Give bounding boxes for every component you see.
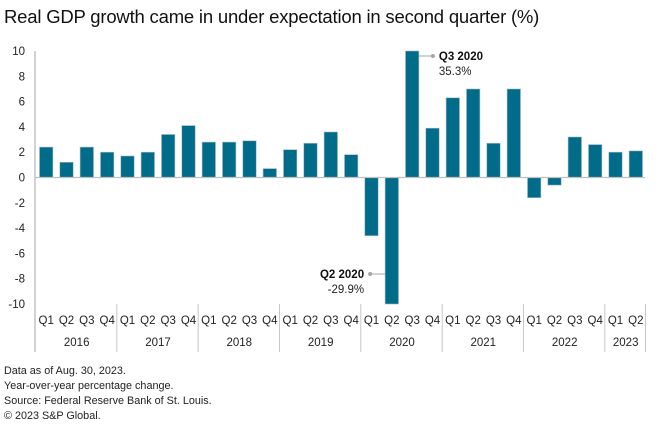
- x-tick-quarter-label: Q4: [506, 315, 522, 327]
- bar-q1: [39, 146, 54, 178]
- x-tick-year-label: 2022: [552, 337, 578, 349]
- bar-q8: [181, 125, 196, 178]
- axes: [34, 51, 645, 352]
- footer-method-note: Year-over-year percentage change.: [4, 380, 174, 392]
- x-tick-quarter-label: Q3: [405, 315, 420, 327]
- bar-q15: [323, 131, 338, 178]
- x-tick-year-label: 2020: [389, 337, 415, 349]
- bar-q18: [384, 177, 399, 305]
- x-tick-quarter-label: Q4: [588, 315, 604, 327]
- y-tick-label: 4: [19, 122, 26, 134]
- bar-q14: [303, 143, 318, 178]
- bar-q3: [79, 146, 94, 178]
- y-tick-label: -8: [15, 274, 25, 286]
- y-tick-label: -6: [15, 248, 25, 260]
- bar-q10: [222, 141, 237, 178]
- y-tick-label: -10: [8, 299, 25, 311]
- x-tick-quarter-label: Q3: [567, 315, 582, 327]
- bar-q29: [608, 151, 623, 178]
- x-tick-quarter-label: Q4: [344, 315, 360, 327]
- x-tick-quarter-label: Q2: [222, 315, 237, 327]
- bar-q25: [527, 177, 542, 199]
- x-tick-quarter-label: Q1: [527, 315, 542, 327]
- x-tick-quarter-label: Q3: [79, 315, 94, 327]
- y-tick-label: 0: [19, 173, 25, 185]
- bar-q21: [445, 97, 460, 178]
- chart-title: Real GDP growth came in under expectatio…: [4, 6, 540, 27]
- x-tick-year-label: 2021: [471, 337, 497, 349]
- x-tick-year-label: 2023: [613, 337, 639, 349]
- bar-q26: [547, 177, 562, 186]
- bar-q30: [628, 150, 643, 178]
- x-tick-year-label: 2016: [64, 337, 90, 349]
- footer-source: Source: Federal Reserve Bank of St. Loui…: [4, 395, 212, 407]
- x-tick-quarter-label: Q3: [323, 315, 338, 327]
- x-tick-quarter-label: Q4: [262, 315, 278, 327]
- footer-notes: Data as of Aug. 30, 2023. Year-over-year…: [4, 364, 212, 424]
- bar-q23: [486, 143, 501, 178]
- annotation-value: -29.9%: [328, 284, 364, 296]
- x-tick-quarter-label: Q4: [100, 315, 116, 327]
- x-tick-quarter-label: Q1: [364, 315, 379, 327]
- y-tick-label: 2: [19, 147, 25, 159]
- bar-q5: [120, 155, 135, 178]
- bar-q7: [161, 134, 176, 178]
- bar-q4: [100, 151, 115, 178]
- x-tick-quarter-label: Q2: [303, 315, 318, 327]
- x-tick-year-label: 2019: [308, 337, 334, 349]
- bar-q22: [466, 88, 481, 178]
- annotation-value: 35.3%: [439, 66, 472, 78]
- bar-q12: [262, 168, 277, 178]
- annotations: Q3 2020 35.3% Q2 2020 -29.9%: [320, 51, 483, 296]
- y-tick-label: 8: [19, 71, 25, 83]
- x-tick-quarter-label: Q4: [181, 315, 197, 327]
- x-tick-quarter-label: Q3: [242, 315, 257, 327]
- y-tick-label: -2: [15, 198, 25, 210]
- x-tick-quarter-label: Q2: [59, 315, 74, 327]
- annotation-title: Q2 2020: [320, 269, 364, 281]
- x-tick-quarter-label: Q1: [283, 315, 298, 327]
- y-tick-label: -4: [15, 223, 26, 235]
- annotation-title: Q3 2020: [439, 51, 483, 63]
- x-tick-year-label: 2018: [227, 337, 253, 349]
- x-tick-quarter-label: Q4: [425, 315, 441, 327]
- bar-q24: [506, 88, 521, 178]
- x-tick-quarter-label: Q2: [628, 315, 643, 327]
- y-axis-ticks: 10 8 6 4 2 0 -2 -4 -6 -8 -10: [8, 46, 25, 311]
- annotation-dot: [368, 272, 373, 276]
- bar-q27: [567, 136, 582, 178]
- bar-q17: [364, 177, 379, 237]
- x-tick-quarter-label: Q1: [445, 315, 460, 327]
- x-tick-quarter-label: Q2: [140, 315, 155, 327]
- footer-date-note: Data as of Aug. 30, 2023.: [4, 365, 126, 377]
- y-tick-label: 10: [12, 46, 25, 58]
- x-tick-quarter-label: Q2: [384, 315, 399, 327]
- bar-q13: [283, 149, 298, 178]
- x-tick-quarter-label: Q1: [39, 315, 54, 327]
- bar-q6: [140, 151, 155, 178]
- bar-q11: [242, 140, 257, 178]
- x-tick-quarter-label: Q2: [466, 315, 481, 327]
- x-tick-quarter-label: Q1: [201, 315, 216, 327]
- x-tick-quarter-label: Q1: [608, 315, 623, 327]
- bar-q9: [201, 141, 216, 178]
- bar-q20: [425, 127, 440, 178]
- x-tick-quarter-label: Q3: [486, 315, 501, 327]
- x-axis-labels: Q1 Q2 Q3 Q4 Q1 Q2 Q3 Q4 Q1 Q2 Q3 Q4 Q1 Q2 Q3 Q4 Q1 Q2 Q3 Q4…: [39, 304, 646, 352]
- bars: [39, 50, 643, 305]
- bar-q16: [344, 154, 359, 178]
- x-tick-year-label: 2017: [145, 337, 171, 349]
- annotation-dot: [430, 54, 435, 58]
- x-tick-quarter-label: Q3: [161, 315, 176, 327]
- bar-q19: [405, 50, 420, 178]
- bar-q2: [59, 162, 74, 178]
- y-tick-label: 6: [19, 97, 25, 109]
- x-tick-quarter-label: Q1: [120, 315, 135, 327]
- bar-q28: [588, 144, 603, 178]
- footer-copyright: © 2023 S&P Global.: [4, 410, 101, 422]
- x-tick-quarter-label: Q2: [547, 315, 562, 327]
